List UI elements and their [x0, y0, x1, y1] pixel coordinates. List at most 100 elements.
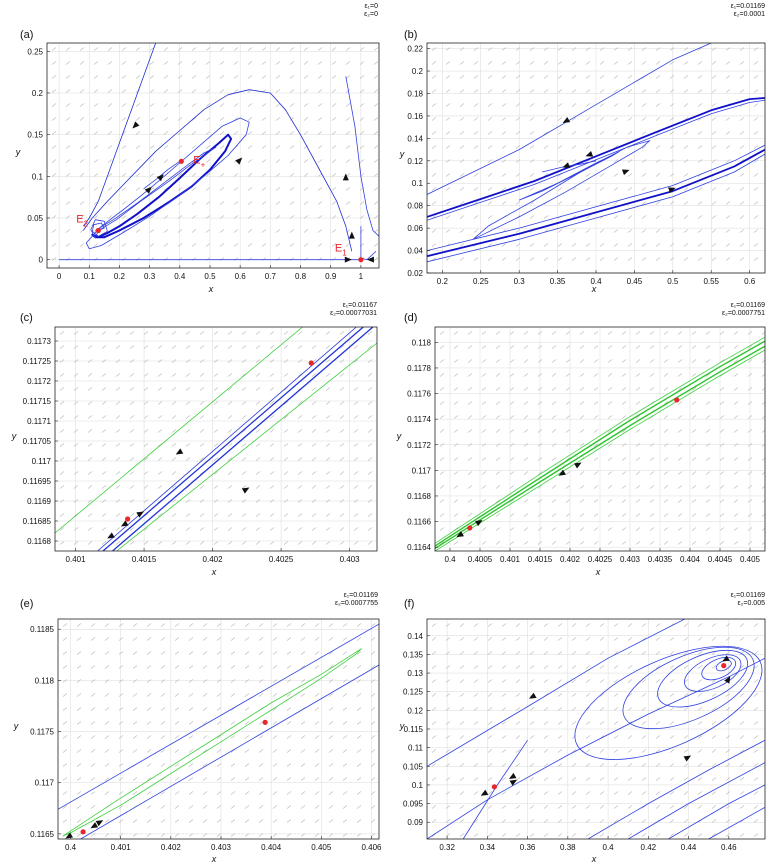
vector-field-mark	[515, 651, 521, 655]
panel-label: (f)	[404, 598, 414, 610]
vector-field-mark	[230, 763, 236, 767]
vector-field-mark	[202, 721, 208, 725]
vector-field-mark	[244, 777, 250, 781]
vector-field-mark	[753, 819, 759, 823]
vector-field-mark	[753, 243, 759, 247]
vector-field-mark	[607, 457, 613, 461]
vector-field-mark	[697, 229, 703, 233]
vector-field-mark	[325, 415, 331, 419]
vector-field-mark	[191, 103, 197, 107]
vector-field-mark	[705, 485, 711, 489]
vector-field-mark	[311, 443, 317, 447]
vector-field-mark	[705, 471, 711, 475]
vector-field-mark	[473, 721, 479, 725]
vector-field-mark	[303, 159, 309, 163]
vector-field-mark	[255, 541, 261, 545]
vector-field-mark	[641, 257, 647, 261]
vector-field-mark	[459, 215, 465, 219]
vector-field-mark	[621, 359, 627, 363]
plot-area	[427, 619, 765, 839]
vector-field-mark	[445, 229, 451, 233]
vector-field-mark	[725, 735, 731, 739]
vector-field-mark	[233, 187, 239, 191]
vector-field-mark	[171, 471, 177, 475]
vector-field-mark	[459, 791, 465, 795]
trajectory-cut-line	[462, 739, 528, 839]
vector-field-mark	[747, 359, 753, 363]
x-tick-label: 0.42	[641, 843, 657, 852]
vector-field-mark	[739, 243, 745, 247]
vector-field-mark	[551, 415, 557, 419]
vector-field-mark	[683, 805, 689, 809]
trajectory-green-left	[55, 327, 304, 534]
vector-field-mark	[115, 359, 121, 363]
vector-field-mark	[283, 387, 289, 391]
vector-field-mark	[753, 117, 759, 121]
vector-field-mark	[118, 707, 124, 711]
vector-field-mark	[683, 201, 689, 205]
vector-field-mark	[571, 47, 577, 51]
vector-field-mark	[213, 387, 219, 391]
vector-field-mark	[118, 693, 124, 697]
vector-field-mark	[241, 373, 247, 377]
vector-field-mark	[467, 415, 473, 419]
vector-field-mark	[599, 637, 605, 641]
vector-field-mark	[543, 75, 549, 79]
vector-field-mark	[753, 679, 759, 683]
vector-field-mark	[174, 707, 180, 711]
vector-field-mark	[289, 103, 295, 107]
parameter-label: ε₁=0.01167	[343, 302, 377, 309]
vector-field-mark	[219, 131, 225, 135]
vector-field-mark	[467, 359, 473, 363]
vector-field-mark	[593, 443, 599, 447]
vector-field-mark	[557, 665, 563, 669]
vector-field-mark	[199, 527, 205, 531]
vector-field-mark	[571, 805, 577, 809]
vector-field-mark	[87, 443, 93, 447]
vector-field-mark	[342, 665, 348, 669]
vector-field-mark	[311, 541, 317, 545]
vector-field-mark	[272, 791, 278, 795]
vector-field-mark	[445, 833, 451, 837]
vector-field-mark	[213, 401, 219, 405]
y-axis-label: y	[11, 431, 17, 441]
vector-field-mark	[146, 651, 152, 655]
vector-field-mark	[160, 819, 166, 823]
vector-field-mark	[473, 215, 479, 219]
vector-field-mark	[607, 415, 613, 419]
direction-arrow	[175, 448, 184, 455]
vector-field-mark	[529, 833, 535, 837]
vector-field-mark	[286, 679, 292, 683]
vector-field-mark	[255, 513, 261, 517]
vector-field-mark	[445, 763, 451, 767]
vector-field-mark	[697, 131, 703, 135]
vector-field-mark	[683, 229, 689, 233]
vector-field-mark	[104, 651, 110, 655]
vector-field-mark	[747, 401, 753, 405]
vector-field-mark	[557, 131, 563, 135]
vector-field-mark	[255, 457, 261, 461]
vector-field-mark	[557, 749, 563, 753]
vector-field-mark	[571, 707, 577, 711]
trajectory-approach-E+	[143, 160, 181, 190]
vector-field-mark	[753, 103, 759, 107]
x-tick-label: 0.4	[590, 277, 602, 286]
vector-field-mark	[269, 373, 275, 377]
vector-field-mark	[445, 707, 451, 711]
vector-field-mark	[132, 819, 138, 823]
vector-field-mark	[445, 215, 451, 219]
vector-field-mark	[481, 485, 487, 489]
x-tick-label: 0.403	[340, 555, 361, 564]
vector-field-mark	[585, 61, 591, 65]
vector-field-mark	[445, 103, 451, 107]
vector-field-mark	[244, 637, 250, 641]
vector-field-mark	[171, 541, 177, 545]
y-tick-label: 0.18	[407, 89, 423, 98]
vector-field-mark	[445, 819, 451, 823]
vector-field-mark	[73, 387, 79, 391]
vector-field-mark	[269, 527, 275, 531]
vector-field-mark	[146, 637, 152, 641]
vector-field-mark	[523, 359, 529, 363]
vector-field-mark	[431, 651, 437, 655]
vector-field-mark	[356, 623, 362, 627]
